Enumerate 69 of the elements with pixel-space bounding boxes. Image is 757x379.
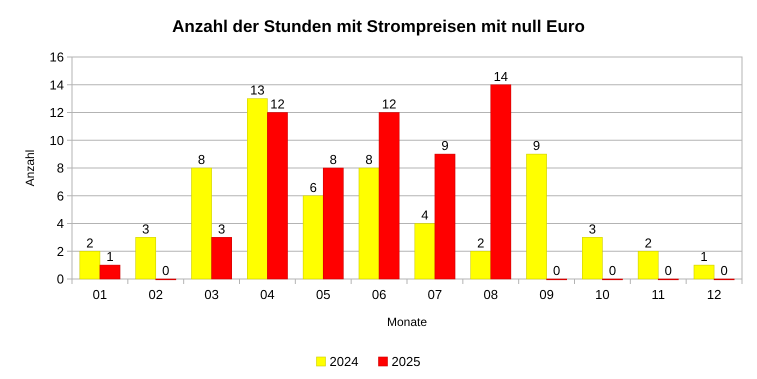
data-label: 0 bbox=[608, 263, 616, 278]
bar bbox=[470, 250, 492, 280]
y-tick-label: 12 bbox=[50, 105, 64, 120]
x-tick-label: 07 bbox=[428, 287, 442, 302]
data-label: 8 bbox=[365, 152, 373, 167]
data-label: 6 bbox=[310, 180, 317, 195]
y-tick-label: 2 bbox=[56, 244, 64, 259]
y-tick-label: 4 bbox=[56, 216, 64, 231]
y-tick-label: 6 bbox=[56, 188, 64, 204]
bar bbox=[434, 154, 456, 280]
data-label: 2 bbox=[477, 235, 484, 250]
data-label: 2 bbox=[644, 235, 652, 250]
data-label: 3 bbox=[142, 221, 150, 236]
data-label: 3 bbox=[588, 221, 596, 236]
data-label: 12 bbox=[270, 96, 285, 112]
bar bbox=[191, 168, 212, 280]
data-label: 2 bbox=[86, 235, 94, 250]
data-label: 0 bbox=[720, 263, 728, 278]
y-tick-label: 10 bbox=[50, 132, 64, 148]
bar bbox=[414, 223, 436, 280]
x-tick-label: 02 bbox=[148, 287, 163, 302]
data-label: 8 bbox=[198, 152, 206, 167]
x-tick-label: 05 bbox=[316, 287, 330, 302]
bar bbox=[490, 84, 512, 280]
y-tick-label: 16 bbox=[50, 50, 64, 64]
data-label: 3 bbox=[218, 221, 226, 236]
bar bbox=[80, 250, 100, 280]
y-axis-title: Anzahl bbox=[23, 150, 37, 186]
x-tick-label: 10 bbox=[595, 287, 610, 302]
data-label: 12 bbox=[382, 96, 396, 112]
data-label: 9 bbox=[441, 138, 449, 154]
x-tick-label: 04 bbox=[260, 287, 275, 302]
bar bbox=[135, 237, 156, 280]
x-tick-label: 03 bbox=[204, 287, 219, 302]
x-tick-label: 12 bbox=[706, 287, 722, 302]
bar bbox=[302, 195, 324, 280]
bar bbox=[247, 98, 268, 280]
x-tick-label: 11 bbox=[652, 287, 665, 302]
y-tick-label: 14 bbox=[50, 77, 64, 92]
bar bbox=[694, 264, 714, 280]
data-label: 8 bbox=[330, 152, 337, 167]
data-label: 1 bbox=[700, 249, 708, 264]
bar bbox=[267, 112, 288, 280]
bar bbox=[211, 237, 232, 280]
bar bbox=[322, 168, 344, 280]
data-label: 14 bbox=[494, 68, 508, 84]
legend-label: 2025 bbox=[392, 354, 420, 369]
data-label: 13 bbox=[250, 82, 265, 98]
y-tick-label: 0 bbox=[56, 272, 64, 286]
x-tick-label: 06 bbox=[372, 287, 386, 302]
chart-title: Anzahl der Stunden mit Strompreisen mit null Euro bbox=[172, 17, 585, 36]
data-label: 0 bbox=[162, 263, 170, 278]
bar bbox=[526, 154, 547, 280]
bar bbox=[638, 250, 659, 280]
x-tick-label: 09 bbox=[539, 287, 554, 302]
bar bbox=[358, 168, 380, 280]
data-label: 0 bbox=[664, 263, 672, 278]
data-label: 0 bbox=[553, 263, 560, 278]
bar bbox=[582, 237, 603, 280]
legend-label: 2024 bbox=[330, 354, 358, 369]
bar bbox=[100, 264, 120, 280]
x-tick-label: 01 bbox=[92, 287, 108, 302]
y-tick-label: 8 bbox=[56, 160, 64, 176]
data-label: 9 bbox=[532, 138, 540, 154]
x-tick-label: 08 bbox=[484, 287, 498, 302]
data-label: 1 bbox=[106, 249, 114, 264]
data-label: 4 bbox=[421, 208, 428, 222]
x-axis-title: Monate bbox=[386, 315, 428, 329]
bar bbox=[378, 112, 400, 280]
